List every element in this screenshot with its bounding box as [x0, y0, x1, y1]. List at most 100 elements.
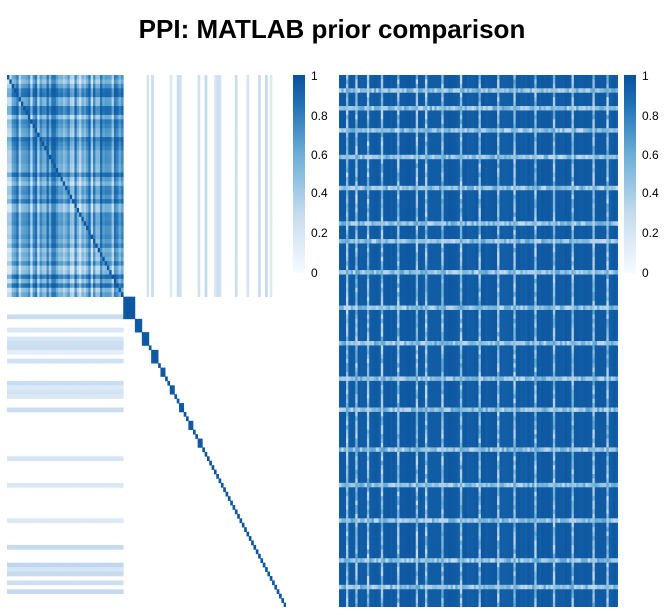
heatmap-left-cell — [76, 159, 80, 165]
colorbar-left-tick-5: 1 — [311, 69, 318, 83]
heatmap-left-cell — [118, 141, 122, 147]
heatmap-right-cell — [531, 83, 535, 89]
heatmap-left-cell — [86, 380, 89, 386]
heatmap-left-cell — [72, 83, 75, 89]
heatmap-left-cell — [34, 132, 38, 138]
heatmap-left-cell — [86, 137, 89, 142]
heatmap-left-cell — [48, 456, 52, 462]
heatmap-right-cell — [438, 79, 442, 85]
heatmap-right-cell — [352, 88, 356, 94]
heatmap-left-cell — [74, 234, 78, 240]
heatmap-left-cell — [79, 176, 82, 182]
heatmap-left-cell — [118, 243, 122, 249]
heatmap-left-cell — [74, 571, 78, 577]
heatmap-left-cell — [162, 367, 166, 373]
heatmap-left-cell — [27, 456, 31, 462]
heatmap-left-cell — [95, 101, 99, 107]
heatmap-left-cell — [213, 212, 217, 218]
heatmap-right-cell — [406, 79, 410, 85]
heatmap-left-cell — [113, 394, 117, 399]
heatmap-left-cell — [269, 252, 273, 258]
heatmap-left-cell — [60, 132, 64, 138]
heatmap-left-cell — [20, 234, 24, 240]
heatmap-left-cell — [204, 256, 208, 262]
heatmap-left-cell — [234, 509, 238, 515]
heatmap-left-cell — [79, 185, 82, 191]
heatmap-left-cell — [106, 145, 110, 151]
heatmap-left-cell — [118, 225, 122, 231]
heatmap-left-cell — [169, 106, 173, 111]
heatmap-right-cell — [378, 75, 382, 80]
heatmap-left-cell — [246, 283, 250, 289]
heatmap-left-cell — [69, 571, 73, 577]
heatmap-left-cell — [93, 132, 96, 138]
heatmap-left-cell — [30, 256, 33, 262]
heatmap-left-cell — [60, 221, 64, 227]
heatmap-left-cell — [51, 252, 54, 258]
heatmap-right-cell — [576, 88, 579, 94]
heatmap-left-cell — [102, 119, 106, 125]
heatmap-left-cell — [32, 482, 36, 488]
heatmap-left-cell — [55, 150, 59, 156]
heatmap-left-cell — [25, 176, 29, 182]
heatmap-left-cell — [48, 225, 52, 231]
heatmap-left-cell — [246, 128, 250, 133]
heatmap-left-cell — [76, 345, 80, 351]
heatmap-left-cell — [179, 194, 182, 200]
heatmap-left-cell — [11, 456, 15, 462]
heatmap-left-cell — [204, 194, 208, 200]
heatmap-left-cell — [23, 141, 26, 147]
heatmap-left-cell — [37, 314, 40, 320]
heatmap-left-cell — [169, 385, 173, 391]
heatmap-left-cell — [39, 385, 43, 391]
heatmap-left-cell — [51, 482, 54, 488]
heatmap-left-cell — [95, 562, 99, 568]
heatmap-left-cell — [20, 243, 24, 249]
heatmap-left-cell — [25, 389, 29, 395]
heatmap-left-cell — [106, 265, 110, 271]
heatmap-left-cell — [18, 123, 22, 129]
heatmap-left-cell — [16, 407, 19, 413]
heatmap-left-cell — [46, 292, 50, 298]
heatmap-left-cell — [123, 314, 126, 320]
heatmap-left-cell — [100, 123, 103, 129]
heatmap-left-cell — [246, 261, 250, 266]
heatmap-left-cell — [37, 247, 40, 253]
heatmap-left-cell — [46, 119, 50, 125]
heatmap-left-cell — [32, 336, 36, 342]
heatmap-left-cell — [213, 469, 217, 475]
heatmap-left-cell — [90, 252, 94, 258]
heatmap-right-cell — [387, 83, 391, 89]
heatmap-left-cell — [25, 185, 29, 191]
heatmap-left-cell — [218, 79, 222, 85]
heatmap-left-cell — [11, 150, 15, 156]
heatmap-left-cell — [20, 336, 24, 342]
heatmap-left-cell — [246, 88, 250, 94]
heatmap-right-cell — [432, 83, 435, 89]
heatmap-left-cell — [48, 544, 52, 550]
heatmap-left-cell — [72, 101, 75, 107]
heatmap-left-cell — [97, 119, 101, 125]
heatmap-left-cell — [113, 137, 117, 142]
heatmap-left-cell — [258, 252, 261, 258]
heatmap-left-cell — [102, 75, 106, 80]
heatmap-right-cell — [490, 75, 493, 80]
heatmap-right-cell — [536, 79, 540, 85]
heatmap-left-cell — [41, 199, 45, 204]
heatmap-left-cell — [104, 482, 108, 488]
heatmap-left-cell — [116, 190, 119, 196]
heatmap-left-cell — [67, 203, 71, 209]
heatmap-left-cell — [218, 190, 222, 196]
heatmap-left-cell — [265, 256, 268, 262]
heatmap-left-cell — [55, 358, 59, 364]
heatmap-left-cell — [69, 287, 73, 293]
heatmap-left-cell — [55, 256, 59, 262]
heatmap-left-cell — [76, 265, 80, 271]
heatmap-left-cell — [46, 203, 50, 209]
heatmap-right-cell — [599, 88, 603, 94]
heatmap-left-cell — [18, 327, 22, 333]
heatmap-left-cell — [90, 394, 94, 399]
heatmap-left-cell — [258, 243, 261, 249]
heatmap-left-cell — [9, 256, 13, 262]
heatmap-left-cell — [83, 212, 87, 218]
